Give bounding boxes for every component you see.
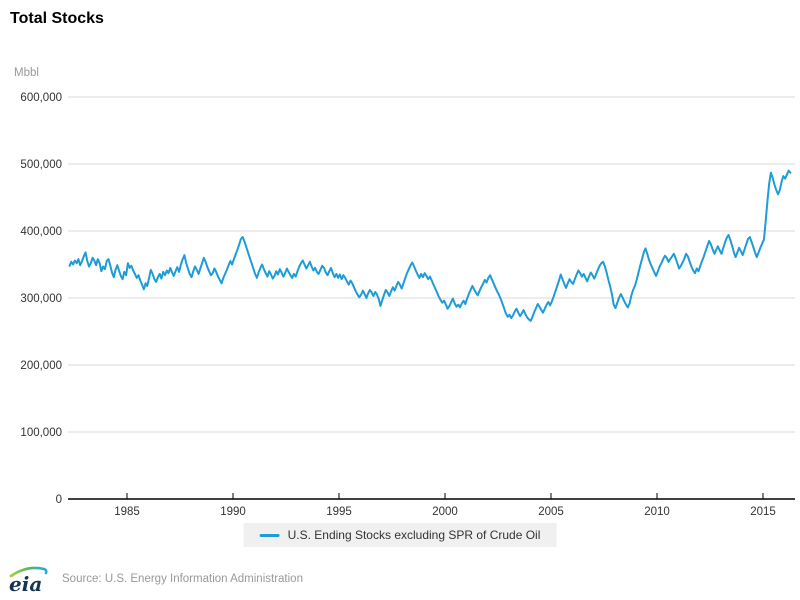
x-tick-label: 2000 <box>432 506 458 518</box>
legend-line-swatch <box>259 533 280 537</box>
chart-title: Total Stocks <box>10 10 104 27</box>
y-tick-label: 100,000 <box>20 427 62 439</box>
y-axis-unit-label: Mbbl <box>14 67 39 79</box>
stocks-line-chart: Mbbl 600,000 500,000 400,000 300,000 200,000 1… <box>14 67 795 518</box>
footer: eia Source: U.S. Energy Information Admi… <box>6 560 794 598</box>
x-tick-label: 2015 <box>750 506 776 518</box>
x-tick-label: 1985 <box>114 506 140 518</box>
eia-logo-text: eia <box>9 572 42 596</box>
eia-logo: eia <box>9 566 48 596</box>
legend: U.S. Ending Stocks excluding SPR of Crud… <box>243 523 557 547</box>
y-tick-label: 400,000 <box>20 226 62 238</box>
x-tick-label: 2010 <box>644 506 670 518</box>
y-tick-label: 600,000 <box>20 92 62 104</box>
y-tick-label: 0 <box>56 494 62 506</box>
y-tick-label: 300,000 <box>20 293 62 305</box>
eia-logo-swoosh-icon <box>9 566 48 578</box>
series-line <box>68 169 792 322</box>
legend-series-label[interactable]: U.S. Ending Stocks excluding SPR of Crud… <box>287 528 541 542</box>
x-tick-label: 2005 <box>538 506 564 518</box>
y-tick-label: 500,000 <box>20 159 62 171</box>
x-tick-label: 1995 <box>326 506 352 518</box>
y-tick-label: 200,000 <box>20 360 62 372</box>
x-tick-label: 1990 <box>220 506 246 518</box>
source-attribution: Source: U.S. Energy Information Administ… <box>62 573 303 585</box>
